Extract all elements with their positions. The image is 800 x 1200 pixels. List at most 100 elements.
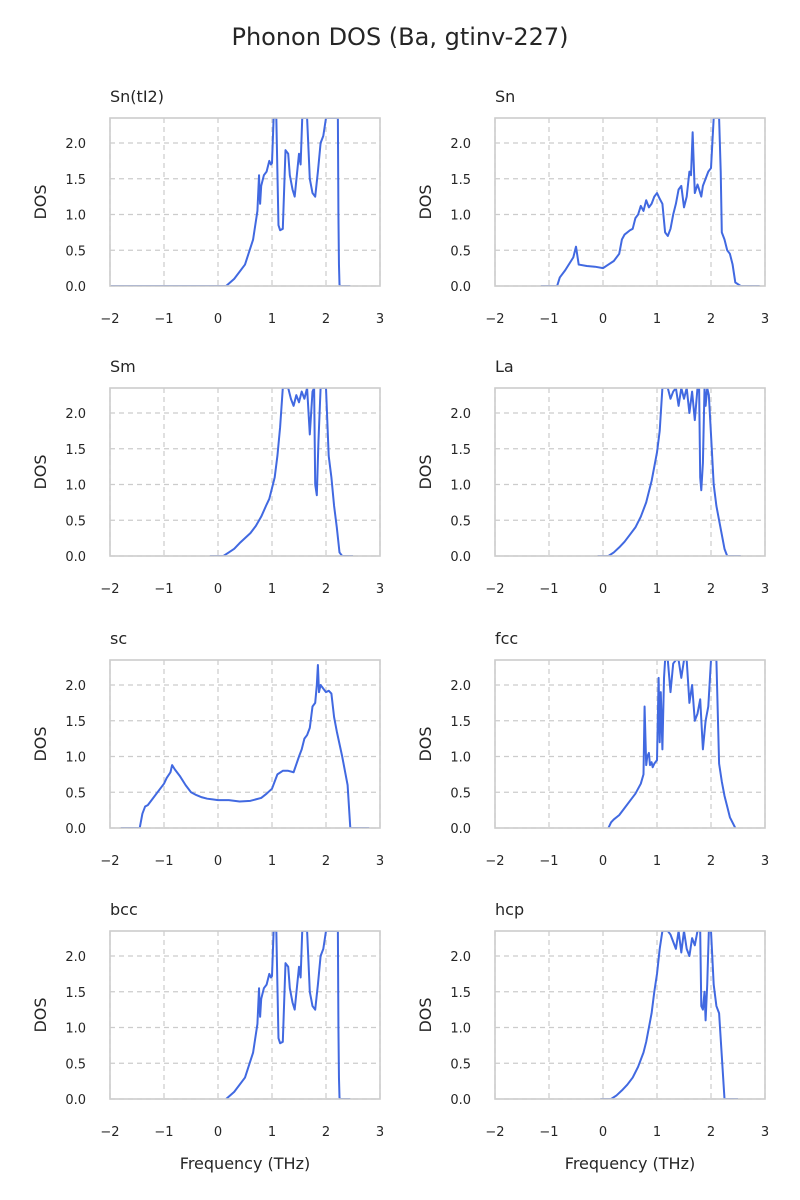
y-tick-label: 0.0 bbox=[450, 280, 471, 295]
x-tick-label: −2 bbox=[485, 1125, 504, 1140]
y-axis-label: DOS bbox=[31, 184, 50, 219]
subplot-4: −2 −1 0 1 2 3 0.0 0.5 1.0 1.5 2.0 La DOS bbox=[416, 357, 769, 597]
y-tick-label: 0.5 bbox=[65, 244, 86, 259]
x-tick-label: 2 bbox=[707, 582, 715, 597]
x-tick-label: −2 bbox=[100, 582, 119, 597]
x-tick-label: −2 bbox=[100, 1125, 119, 1140]
x-tick-label: 3 bbox=[376, 1125, 384, 1140]
x-tick-label: 1 bbox=[268, 582, 276, 597]
x-tick-label: −1 bbox=[154, 854, 173, 869]
subplot-title: Sm bbox=[110, 357, 136, 376]
y-tick-label: 2.0 bbox=[65, 407, 86, 422]
dos-line bbox=[597, 388, 741, 556]
x-tick-label: −1 bbox=[154, 312, 173, 327]
x-tick-label: 2 bbox=[322, 1125, 330, 1140]
x-tick-label: 0 bbox=[214, 582, 222, 597]
y-tick-label: 0.0 bbox=[450, 1093, 471, 1108]
subplot-5: −2 −1 0 1 2 3 0.0 0.5 1.0 1.5 2.0 sc DOS bbox=[31, 629, 384, 869]
y-tick-label: 1.0 bbox=[450, 479, 471, 494]
x-tick-label: −2 bbox=[100, 312, 119, 327]
y-tick-label: 1.5 bbox=[450, 443, 471, 458]
subplot-3: −2 −1 0 1 2 3 0.0 0.5 1.0 1.5 2.0 Sm DOS bbox=[31, 357, 384, 597]
plot-frame bbox=[494, 659, 766, 829]
y-tick-label: 1.5 bbox=[65, 173, 86, 188]
x-tick-label: 0 bbox=[599, 1125, 607, 1140]
plot-frame bbox=[494, 930, 766, 1100]
x-tick-label: 3 bbox=[376, 854, 384, 869]
x-tick-label: 2 bbox=[707, 854, 715, 869]
y-tick-label: 0.5 bbox=[65, 514, 86, 529]
plot-frame bbox=[109, 930, 381, 1100]
y-tick-label: 1.0 bbox=[450, 209, 471, 224]
y-tick-label: 1.5 bbox=[450, 173, 471, 188]
dos-line bbox=[110, 118, 351, 286]
y-tick-label: 0.5 bbox=[450, 514, 471, 529]
subplot-2: −2 −1 0 1 2 3 0.0 0.5 1.0 1.5 2.0 Sn DOS bbox=[416, 87, 769, 327]
x-tick-label: 0 bbox=[214, 312, 222, 327]
x-tick-label: 0 bbox=[214, 1125, 222, 1140]
plot-frame bbox=[494, 117, 766, 287]
y-tick-label: 1.5 bbox=[65, 443, 86, 458]
subplot-title: Sn bbox=[495, 87, 515, 106]
subplot-1: −2 −1 0 1 2 3 0.0 0.5 1.0 1.5 2.0 Sn(tI2) DOS bbox=[31, 87, 384, 327]
plot-frame bbox=[109, 387, 381, 557]
subplot-8: −2 −1 0 1 2 3 0.0 0.5 1.0 1.5 2.0 hcp DOS Frequency (… bbox=[416, 900, 769, 1173]
y-tick-label: 0.5 bbox=[65, 786, 86, 801]
x-tick-label: 2 bbox=[322, 582, 330, 597]
dos-line bbox=[600, 931, 738, 1099]
x-tick-label: −2 bbox=[100, 854, 119, 869]
y-tick-label: 2.0 bbox=[65, 679, 86, 694]
x-tick-label: 1 bbox=[268, 854, 276, 869]
y-tick-label: 2.0 bbox=[450, 137, 471, 152]
y-tick-label: 0.0 bbox=[65, 550, 86, 565]
y-axis-label: DOS bbox=[31, 454, 50, 489]
y-tick-label: 2.0 bbox=[450, 679, 471, 694]
dos-line bbox=[209, 388, 353, 556]
x-tick-label: 0 bbox=[214, 854, 222, 869]
x-tick-label: −2 bbox=[485, 582, 504, 597]
x-tick-label: 2 bbox=[707, 1125, 715, 1140]
x-tick-label: 1 bbox=[268, 1125, 276, 1140]
y-tick-label: 0.0 bbox=[450, 822, 471, 837]
subplot-6: −2 −1 0 1 2 3 0.0 0.5 1.0 1.5 2.0 fcc DOS bbox=[416, 629, 769, 869]
x-tick-label: 0 bbox=[599, 582, 607, 597]
y-tick-label: 0.5 bbox=[450, 1057, 471, 1072]
subplot-title: Sn(tI2) bbox=[110, 87, 164, 106]
x-axis-label: Frequency (THz) bbox=[180, 1154, 310, 1173]
x-tick-label: −1 bbox=[154, 1125, 173, 1140]
dos-line bbox=[540, 118, 760, 286]
y-tick-label: 1.0 bbox=[450, 751, 471, 766]
subplot-title: sc bbox=[110, 629, 127, 648]
y-tick-label: 0.5 bbox=[65, 1057, 86, 1072]
y-tick-label: 1.0 bbox=[450, 1022, 471, 1037]
x-tick-label: 1 bbox=[653, 312, 661, 327]
x-tick-label: 2 bbox=[322, 312, 330, 327]
subplot-title: hcp bbox=[495, 900, 524, 919]
y-tick-label: 1.5 bbox=[450, 715, 471, 730]
y-tick-label: 2.0 bbox=[65, 950, 86, 965]
dos-line bbox=[607, 660, 737, 828]
x-tick-label: −2 bbox=[485, 854, 504, 869]
y-tick-label: 2.0 bbox=[450, 950, 471, 965]
x-tick-label: −1 bbox=[539, 312, 558, 327]
x-tick-label: 3 bbox=[761, 312, 769, 327]
x-tick-label: 3 bbox=[376, 582, 384, 597]
y-tick-label: 2.0 bbox=[65, 137, 86, 152]
x-tick-label: −1 bbox=[539, 854, 558, 869]
y-axis-label: DOS bbox=[416, 997, 435, 1032]
y-tick-label: 0.0 bbox=[65, 1093, 86, 1108]
y-axis-label: DOS bbox=[31, 726, 50, 761]
x-tick-label: −1 bbox=[539, 582, 558, 597]
dos-line bbox=[120, 664, 370, 828]
x-tick-label: 2 bbox=[322, 854, 330, 869]
x-tick-label: −1 bbox=[154, 582, 173, 597]
plot-frame bbox=[109, 659, 381, 829]
x-tick-label: 2 bbox=[707, 312, 715, 327]
y-tick-label: 1.0 bbox=[65, 1022, 86, 1037]
y-tick-label: 1.5 bbox=[450, 986, 471, 1001]
y-tick-label: 0.5 bbox=[450, 244, 471, 259]
x-tick-label: 3 bbox=[761, 854, 769, 869]
y-tick-label: 1.5 bbox=[65, 715, 86, 730]
